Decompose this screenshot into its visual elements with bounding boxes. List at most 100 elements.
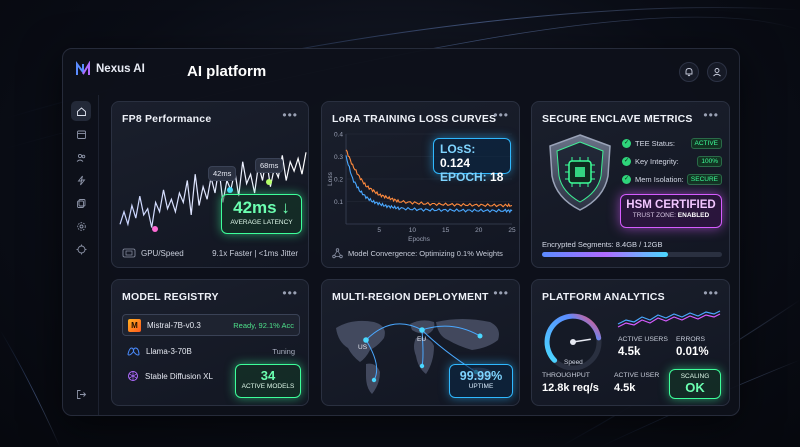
gpu-speed-label: GPU/Speed: [122, 248, 184, 258]
calendar-icon: [76, 130, 86, 139]
route-us-eu: [365, 323, 423, 341]
fp8-title: FP8 Performance: [122, 113, 212, 125]
sidebar-item-calendar[interactable]: [71, 124, 91, 144]
analytics-sparkline: [617, 310, 721, 328]
logout-icon: [76, 389, 86, 399]
hsm-certified-box: HSM CERTIFIED TRUST ZONE: ENABLED: [620, 194, 722, 228]
region-label-us: US: [358, 344, 368, 351]
multi-region-card: MULTI-REGION DEPLOYMENT •••: [321, 279, 520, 406]
lightning-icon: [77, 175, 85, 185]
card-menu-button[interactable]: •••: [282, 108, 298, 122]
model-convergence-text: Model Convergence: Optimizing 0.1% Weigh…: [348, 249, 503, 258]
encrypted-segments-fill: [542, 252, 668, 257]
model-row-sdxl[interactable]: Stable Diffusion XL: [122, 366, 232, 386]
app-window: Nexus AI AI platform: [62, 48, 740, 416]
app-name: Nexus AI: [96, 63, 145, 75]
loss-curve-chart: 0.4 0.3 0.2 0.1 5 10 15 20 25 Epochs Loss: [327, 132, 516, 244]
x-tick-label: 5: [377, 227, 381, 234]
y-tick-label: 0.1: [334, 199, 343, 206]
world-map: [336, 319, 499, 394]
network-icon: [332, 248, 343, 259]
enclave-check-list: ✓ TEE Status: ACTIVE ✓ Key Integrity: 10…: [622, 134, 722, 188]
check-row: ✓ Key Integrity: 100%: [622, 152, 722, 170]
page-title: AI platform: [187, 63, 267, 80]
errors-value: 0.01%: [676, 346, 709, 358]
x-tick-label: 25: [508, 227, 516, 234]
region-label-eu: EU: [417, 336, 427, 343]
mistral-logo-icon: M: [128, 318, 141, 332]
sidebar-item-home[interactable]: [71, 101, 91, 121]
lora-training-card: LoRA TRAINING LOSS CURVES ••• 0.4 0.3 0.2 0…: [321, 101, 520, 268]
check-row: ✓ TEE Status: ACTIVE: [622, 134, 722, 152]
epoch-readout: EPOCH: 18: [440, 170, 504, 184]
sidebar-item-documents[interactable]: [71, 193, 91, 213]
card-menu-button[interactable]: •••: [493, 108, 509, 122]
active-user-value: 4.5k: [614, 382, 636, 394]
latency-callout-42: 42ms: [208, 166, 237, 181]
sidebar-item-activity[interactable]: [71, 170, 91, 190]
average-latency-value: 42ms ↓: [233, 198, 290, 217]
model-status: Tuning: [272, 346, 295, 356]
user-icon: [713, 68, 721, 77]
speed-stats: 9.1x Faster | <1ms Jitter: [212, 249, 298, 258]
logout-button[interactable]: [71, 384, 91, 404]
model-registry-card: MODEL REGISTRY ••• M Mistral-7B-v0.3 Rea…: [111, 279, 309, 406]
enclave-title: SECURE ENCLAVE METRICS: [542, 113, 693, 125]
sidebar-item-settings[interactable]: [71, 216, 91, 236]
active-models-count: 34: [260, 368, 276, 383]
model-name: Llama-3-70B: [146, 346, 192, 356]
fp8-performance-card: FP8 Performance ••• 42ms 68ms 42ms ↓ AVE…: [111, 101, 309, 268]
trust-zone-value: ENABLED: [677, 212, 710, 219]
model-row-mistral[interactable]: M Mistral-7B-v0.3 Ready, 92.1% Acc: [122, 314, 300, 336]
copy-icon: [76, 198, 85, 208]
model-name: Mistral-7B-v0.3: [147, 320, 201, 330]
target-icon: [76, 244, 86, 254]
gpu-speed-text: GPU/Speed: [141, 248, 184, 258]
chart-marker-cyan: [227, 187, 233, 193]
chart-marker-green: [266, 179, 272, 185]
latency-callout-68: 68ms: [255, 158, 284, 173]
speed-gauge: [544, 313, 602, 370]
deploy-title: MULTI-REGION DEPLOYMENT: [332, 291, 489, 303]
model-status: Ready, 92.1% Acc: [233, 320, 294, 330]
openai-logo-icon: [128, 371, 138, 381]
check-icon: ✓: [622, 138, 631, 148]
home-icon: [76, 106, 86, 116]
gpu-chip-icon: [122, 248, 136, 258]
gauge-needle: [572, 338, 591, 343]
app-logo[interactable]: Nexus AI: [75, 61, 145, 77]
scaling-value: OK: [685, 380, 705, 395]
notifications-button[interactable]: [679, 62, 699, 82]
y-tick-label: 0.2: [334, 177, 343, 184]
check-label: Key Integrity:: [635, 156, 679, 166]
throughput-value: 12.8k req/s: [542, 382, 599, 394]
card-menu-button[interactable]: •••: [703, 286, 719, 300]
card-menu-button[interactable]: •••: [703, 108, 719, 122]
registry-title: MODEL REGISTRY: [122, 291, 219, 303]
loss-series-line: [345, 155, 513, 214]
active-models-box: 34 ACTIVE MODELS: [235, 364, 301, 398]
card-menu-button[interactable]: •••: [493, 286, 509, 300]
profile-button[interactable]: [707, 62, 727, 82]
nexus-logo-icon: [76, 61, 90, 75]
loss-series-line: [345, 149, 513, 208]
loss-value: 0.124: [440, 156, 471, 170]
trust-zone-label: TRUST ZONE:: [632, 212, 676, 219]
x-axis-label: Epochs: [408, 236, 430, 243]
sidebar-item-targets[interactable]: [71, 239, 91, 259]
uptime-value: 99.99%: [459, 369, 503, 383]
x-tick-label: 15: [442, 227, 450, 234]
x-tick-label: 20: [475, 227, 483, 234]
scaling-label: SCALING: [680, 373, 710, 380]
model-row-llama[interactable]: Llama-3-70B Tuning: [122, 341, 300, 361]
scaling-status-box: SCALING OK: [669, 369, 721, 399]
card-menu-button[interactable]: •••: [282, 286, 298, 300]
y-tick-label: 0.4: [334, 132, 343, 139]
top-bar: Nexus AI AI platform: [63, 49, 739, 95]
uptime-box: 99.99% UPTIME: [449, 364, 513, 398]
x-tick-label: 10: [409, 227, 417, 234]
loss-readout: LOsS: 0.124: [440, 142, 504, 170]
y-axis-label: Loss: [327, 171, 334, 185]
sidebar-item-users[interactable]: [71, 147, 91, 167]
loss-label: LOsS:: [440, 142, 476, 156]
